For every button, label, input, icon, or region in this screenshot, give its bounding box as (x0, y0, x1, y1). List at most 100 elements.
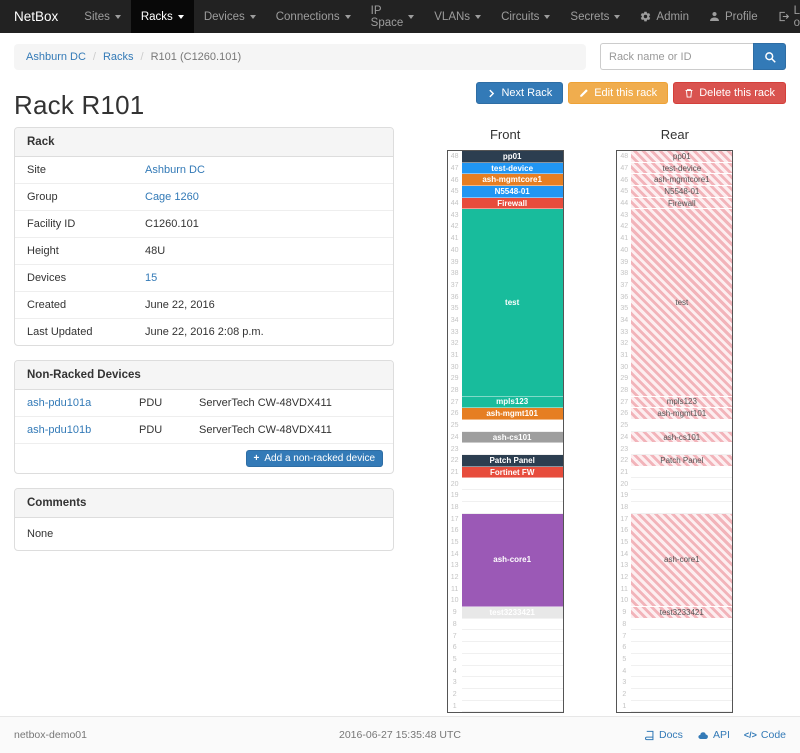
edit-this-rack-button[interactable]: Edit this rack (568, 82, 669, 104)
chevron-down-icon (249, 15, 256, 19)
nav-item-connections[interactable]: Connections (266, 0, 361, 33)
unit-number: 5 (452, 655, 457, 663)
unit-number: 30 (450, 363, 459, 371)
rack-slot-empty (631, 677, 733, 689)
rack-slot-n5548-01[interactable]: N5548-01 (461, 186, 563, 198)
rack-slot-ash-core1[interactable]: ash-core1 (461, 513, 563, 608)
next-rack-button[interactable]: Next Rack (476, 82, 564, 104)
footer-link-code[interactable]: </> Code (743, 729, 786, 741)
breadcrumb-link-ashburn-dc[interactable]: Ashburn DC (26, 50, 86, 63)
device-type: ServerTech CW-48VDX411 (199, 397, 332, 409)
nav-item-vlans[interactable]: VLANs (424, 0, 491, 33)
attr-value-link[interactable]: Cage 1260 (145, 191, 199, 203)
device-link-ash-pdu101b[interactable]: ash-pdu101b (27, 424, 92, 436)
rack-slot-patch-panel[interactable]: Patch Panel (461, 455, 563, 467)
nav-item-admin[interactable]: Admin (630, 0, 699, 33)
unit-number: 18 (450, 503, 459, 511)
unit-number: 48 (620, 153, 629, 161)
rear-elevation: Rear 48 47 46 45 44 43 42 41 40 39 38 37 36 35 34 33 32 3… (616, 127, 734, 714)
rack-slot-test3233421[interactable]: test3233421 (461, 607, 563, 619)
nav-item-profile[interactable]: Profile (699, 0, 768, 33)
breadcrumb: Ashburn DC / Racks / R101 (C1260.101) (14, 43, 586, 70)
search-input[interactable] (600, 43, 753, 70)
attr-row-created: Created June 22, 2016 (15, 291, 393, 319)
rack-slot-empty (631, 478, 733, 491)
unit-number: 19 (450, 492, 459, 500)
rack-slot-empty (631, 630, 733, 643)
rack-slot-ash-mgmt101[interactable]: ash-mgmt101 (631, 408, 733, 420)
attr-value-link[interactable]: 15 (145, 272, 158, 284)
unit-number: 11 (620, 585, 628, 593)
footer-link-docs[interactable]: Docs (644, 729, 683, 741)
attr-value: C1260.101 (133, 210, 393, 238)
attr-value: June 22, 2016 (133, 291, 393, 319)
front-rack: 48 47 46 45 44 43 42 41 40 39 38 37 36 35 34 33 32 31 30 29… (446, 150, 564, 714)
rack-slot-firewall[interactable]: Firewall (461, 197, 563, 210)
unit-number: 27 (450, 398, 459, 406)
rack-slot-test-device[interactable]: test-device (631, 162, 733, 175)
unit-number: 48 (450, 153, 459, 161)
rack-slot-firewall[interactable]: Firewall (631, 197, 733, 210)
brand[interactable]: NetBox (14, 9, 59, 24)
chevron-down-icon (114, 15, 121, 19)
rack-slot-mpls123[interactable]: mpls123 (631, 396, 733, 409)
unit-number: 1 (452, 702, 457, 710)
comments-panel-title: Comments (15, 489, 393, 518)
rack-slot-test[interactable]: test (461, 209, 563, 397)
rack-slot-n5548-01[interactable]: N5548-01 (631, 186, 733, 198)
unit-number: 45 (450, 188, 459, 196)
plus-icon: + (253, 453, 260, 464)
rack-slot-ash-mgmt101[interactable]: ash-mgmt101 (461, 408, 563, 420)
unit-number: 41 (620, 235, 629, 243)
rack-slot-pp01[interactable]: pp01 (631, 151, 733, 163)
nav-item-devices[interactable]: Devices (194, 0, 266, 33)
unit-number: 11 (451, 585, 459, 593)
attr-value: June 22, 2016 2:08 p.m. (133, 318, 393, 345)
rack-slot-test3233421[interactable]: test3233421 (631, 607, 733, 619)
nav-item-secrets[interactable]: Secrets (560, 0, 630, 33)
rack-slot-empty (461, 701, 563, 713)
rack-slot-ash-mgmtcore1[interactable]: ash-mgmtcore1 (461, 174, 563, 187)
rack-slot-ash-mgmtcore1[interactable]: ash-mgmtcore1 (631, 174, 733, 187)
unit-number: 28 (620, 387, 629, 395)
attr-value-link[interactable]: Ashburn DC (145, 164, 205, 176)
front-elevation: Front 48 47 46 45 44 43 42 41 40 39 38 37 36 35 34 33 32… (446, 127, 564, 714)
delete-this-rack-button[interactable]: Delete this rack (673, 82, 786, 104)
rack-slot-ash-cs101[interactable]: ash-cs101 (461, 431, 563, 444)
device-link-ash-pdu101a[interactable]: ash-pdu101a (27, 397, 92, 409)
rack-slot-empty (461, 619, 563, 631)
rack-slot-test[interactable]: test (631, 209, 733, 397)
unit-number: 9 (622, 609, 627, 617)
nav-item-sites[interactable]: Sites (74, 0, 131, 33)
rack-slot-ash-core1[interactable]: ash-core1 (631, 513, 733, 608)
unit-number: 4 (622, 667, 627, 675)
footer-link-api[interactable]: API (697, 729, 730, 741)
nonracked-device-row: ash-pdu101a PDU ServerTech CW-48VDX411 (15, 390, 393, 417)
unit-number: 40 (620, 246, 629, 254)
nav-item-racks[interactable]: Racks (130, 0, 194, 33)
rack-slot-pp01[interactable]: pp01 (461, 151, 563, 163)
rack-slot-empty (461, 478, 563, 491)
search-button[interactable] (753, 43, 786, 70)
unit-number: 13 (450, 562, 459, 570)
nav-item-log-out[interactable]: Log out (768, 0, 800, 33)
add-nonracked-device-button[interactable]: + Add a non-racked device (245, 450, 383, 467)
unit-number: 46 (620, 176, 629, 184)
unit-number: 2 (622, 690, 627, 698)
rack-slot-patch-panel[interactable]: Patch Panel (631, 455, 733, 467)
breadcrumb-link-racks[interactable]: Racks (102, 50, 134, 63)
rack-slot-empty (461, 420, 563, 432)
rack-slot-ash-cs101[interactable]: ash-cs101 (631, 431, 733, 444)
unit-number: 36 (450, 293, 459, 301)
rack-slot-fortinet-fw[interactable]: Fortinet FW (461, 466, 563, 479)
nav-item-circuits[interactable]: Circuits (491, 0, 560, 33)
rack-slot-empty (461, 677, 563, 689)
rack-panel-title: Rack (15, 128, 393, 157)
unit-number: 37 (620, 281, 629, 289)
nav-item-ip-space[interactable]: IP Space (361, 0, 425, 33)
rack-panel: Rack Site Ashburn DC Group Cage 1260 Facilit… (14, 127, 394, 346)
attr-label: Height (15, 237, 133, 265)
rack-slot-mpls123[interactable]: mpls123 (461, 396, 563, 409)
rack-slot-test-device[interactable]: test-device (461, 162, 563, 175)
unit-number: 21 (450, 468, 459, 476)
